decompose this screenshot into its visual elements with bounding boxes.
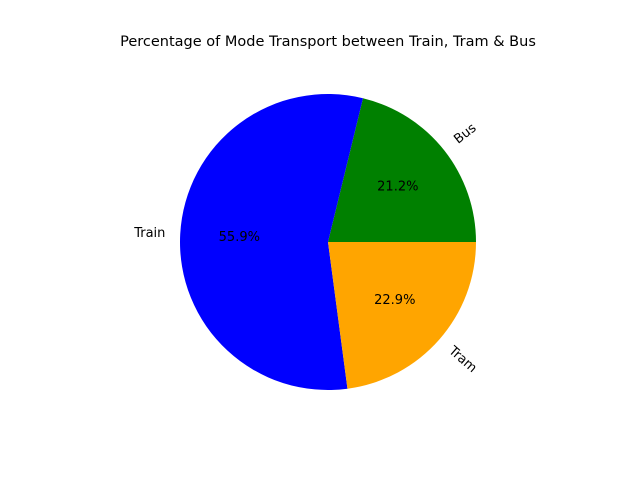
pct-label-train: 55.9% [219,230,260,245]
chart-title: Percentage of Mode Transport between Tra… [120,34,536,50]
pie-slice-bus [328,98,476,242]
pct-label-bus: 21.2% [377,180,418,195]
pie-slice-tram [328,242,476,389]
pie-slice-train [180,94,364,391]
slice-label-train: Train [133,226,165,241]
slice-label-tram: Tram [445,343,480,376]
slice-label-bus: Bus [451,121,479,148]
pct-label-tram: 22.9% [374,293,415,308]
